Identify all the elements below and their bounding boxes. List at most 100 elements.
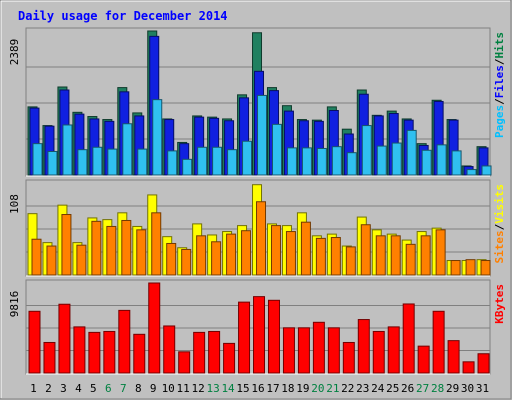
x-tick-day-20: 20: [311, 382, 324, 395]
bar-pages-day-2: [47, 150, 58, 176]
bar-kbytes-day-20: [312, 321, 325, 374]
bar-kbytes-day-6: [103, 330, 116, 374]
legend-entry: /: [493, 223, 506, 230]
x-tick-day-9: 9: [150, 382, 157, 395]
legend: KBytes: [493, 284, 506, 324]
x-tick-day-27: 27: [416, 382, 429, 395]
x-tick-day-16: 16: [251, 382, 264, 395]
panel-top: 2389 Pages/Files/Hits: [8, 27, 506, 177]
bar-kbytes-day-2: [43, 341, 56, 374]
bar-pages-day-19: [301, 147, 312, 176]
bar-kbytes-day-7: [118, 309, 131, 374]
legend-entry: Sites: [493, 230, 506, 263]
legend: Sites/Visits: [493, 184, 506, 264]
bar-sites-day-28: [435, 229, 446, 276]
x-tick-day-1: 1: [30, 382, 37, 395]
bar-pages-day-21: [331, 146, 342, 176]
legend-entry: KBytes: [493, 284, 506, 324]
x-tick-day-14: 14: [221, 382, 235, 395]
bar-kbytes-day-10: [163, 325, 176, 374]
bar-pages-day-3: [62, 124, 73, 176]
bar-sites-day-8: [136, 229, 147, 276]
bar-kbytes-day-28: [432, 310, 445, 374]
bar-sites-day-26: [405, 243, 416, 276]
x-tick-day-13: 13: [206, 382, 219, 395]
bar-sites-day-6: [106, 225, 117, 276]
bar-sites-day-3: [61, 214, 72, 276]
bar-kbytes-day-23: [357, 319, 370, 374]
bar-sites-day-12: [196, 235, 207, 276]
bar-sites-day-22: [345, 246, 356, 276]
bar-pages-day-5: [92, 146, 103, 176]
x-tick-day-17: 17: [266, 382, 279, 395]
legend: Pages/Files/Hits: [493, 32, 506, 138]
bar-kbytes-day-19: [297, 327, 310, 374]
bar-kbytes-day-12: [193, 331, 206, 374]
bar-kbytes-day-26: [402, 303, 415, 374]
bar-sites-day-19: [300, 221, 311, 276]
bar-sites-day-17: [270, 225, 281, 276]
bar-sites-day-18: [285, 231, 296, 276]
bar-sites-day-4: [76, 244, 87, 276]
x-tick-day-15: 15: [236, 382, 249, 395]
x-tick-day-25: 25: [386, 382, 399, 395]
legend-entry: /: [493, 98, 506, 105]
bar-kbytes-day-9: [148, 282, 161, 374]
bar-pages-day-18: [286, 147, 297, 176]
bar-pages-day-22: [346, 152, 357, 176]
bar-pages-day-29: [451, 150, 462, 176]
bar-pages-day-1: [32, 143, 43, 176]
bar-sites-day-27: [420, 235, 431, 276]
bar-sites-day-1: [31, 238, 42, 276]
bar-kbytes-day-11: [178, 351, 191, 374]
bar-sites-day-16: [256, 201, 267, 276]
y-max-label: 2389: [8, 39, 21, 66]
panel-bottom: 9816 KBytes: [8, 279, 506, 375]
bar-pages-day-8: [137, 148, 148, 176]
bar-kbytes-day-22: [342, 341, 355, 374]
bar-pages-day-25: [391, 142, 402, 176]
panel-middle: 108 Sites/Visits: [8, 179, 506, 277]
bar-kbytes-day-18: [282, 327, 295, 374]
bar-pages-day-4: [77, 149, 88, 176]
bar-pages-day-31: [481, 165, 492, 176]
x-tick-day-24: 24: [371, 382, 385, 395]
bar-kbytes-day-16: [253, 296, 266, 374]
bar-sites-day-15: [241, 230, 252, 276]
legend-entry: Visits: [493, 184, 506, 224]
x-tick-day-23: 23: [356, 382, 369, 395]
bar-pages-day-6: [107, 148, 118, 176]
bar-kbytes-day-14: [223, 342, 236, 374]
bar-kbytes-day-24: [372, 330, 385, 374]
bar-sites-day-14: [226, 233, 237, 276]
bar-pages-day-14: [227, 149, 238, 176]
bar-pages-day-20: [316, 147, 327, 176]
bar-sites-day-23: [360, 224, 371, 276]
x-tick-day-18: 18: [281, 382, 294, 395]
bar-pages-day-9: [152, 99, 163, 176]
bar-kbytes-day-15: [238, 301, 251, 374]
bar-kbytes-day-17: [267, 299, 280, 374]
bar-pages-day-15: [242, 140, 253, 176]
y-max-label: 108: [8, 194, 21, 214]
legend-entry: Pages: [493, 105, 506, 138]
bar-kbytes-day-25: [387, 326, 400, 374]
bar-kbytes-day-29: [447, 340, 460, 374]
bar-kbytes-day-13: [208, 330, 221, 374]
x-tick-day-11: 11: [177, 382, 190, 395]
x-tick-day-29: 29: [446, 382, 459, 395]
bar-sites-day-30: [465, 259, 476, 276]
bar-pages-day-7: [122, 123, 133, 176]
bar-pages-day-16: [257, 94, 268, 176]
bar-kbytes-day-4: [73, 326, 86, 374]
bar-sites-day-7: [121, 219, 132, 276]
chart-title: Daily usage for December 2014: [18, 9, 228, 23]
bar-kbytes-day-27: [417, 345, 430, 374]
legend-entry: /: [493, 58, 506, 65]
x-tick-day-3: 3: [60, 382, 67, 395]
bar-pages-day-17: [271, 123, 282, 176]
bar-sites-day-20: [315, 237, 326, 276]
x-tick-day-5: 5: [90, 382, 97, 395]
x-tick-day-4: 4: [75, 382, 82, 395]
